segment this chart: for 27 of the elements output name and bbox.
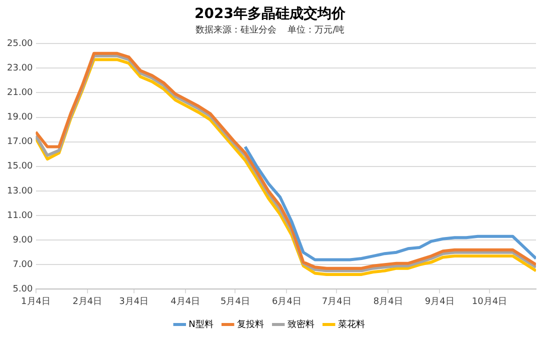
y-tick-label: 25.00 xyxy=(7,38,34,49)
y-tick-label: 11.00 xyxy=(7,210,34,221)
x-tick-label: 3月4日 xyxy=(119,296,149,307)
y-tick-label: 17.00 xyxy=(7,137,34,148)
x-tick-label: 9月4日 xyxy=(424,296,454,307)
x-tick-label: 1月4日 xyxy=(21,296,50,307)
y-tick-label: 15.00 xyxy=(7,162,34,172)
x-tick-label: 4月4日 xyxy=(170,296,200,307)
legend-label: 菜花料 xyxy=(338,318,365,330)
y-tick-label: 23.00 xyxy=(7,64,34,74)
y-tick-label: 5.00 xyxy=(12,284,34,295)
y-tick-label: 19.00 xyxy=(7,112,34,123)
y-tick-label: 9.00 xyxy=(12,235,34,246)
chart-title: 2023年多晶硅成交均价 xyxy=(194,5,346,22)
x-tick-label: 6月4日 xyxy=(272,296,302,307)
legend-label: 致密料 xyxy=(287,318,314,330)
x-tick-label: 8月4日 xyxy=(373,296,403,307)
legend-label: N型料 xyxy=(188,318,214,330)
x-tick-label: 2月4日 xyxy=(72,296,102,307)
x-tick-label: 7月4日 xyxy=(322,296,352,307)
chart-subtitle: 数据来源：硅业分会 单位：万元/吨 xyxy=(195,24,345,36)
y-tick-label: 7.00 xyxy=(12,260,34,270)
y-tick-label: 21.00 xyxy=(7,88,34,98)
x-tick-label: 5月4日 xyxy=(220,296,250,307)
legend-label: 复投料 xyxy=(236,318,264,330)
x-tick-label: 10月4日 xyxy=(472,296,508,307)
y-tick-label: 13.00 xyxy=(7,186,34,196)
